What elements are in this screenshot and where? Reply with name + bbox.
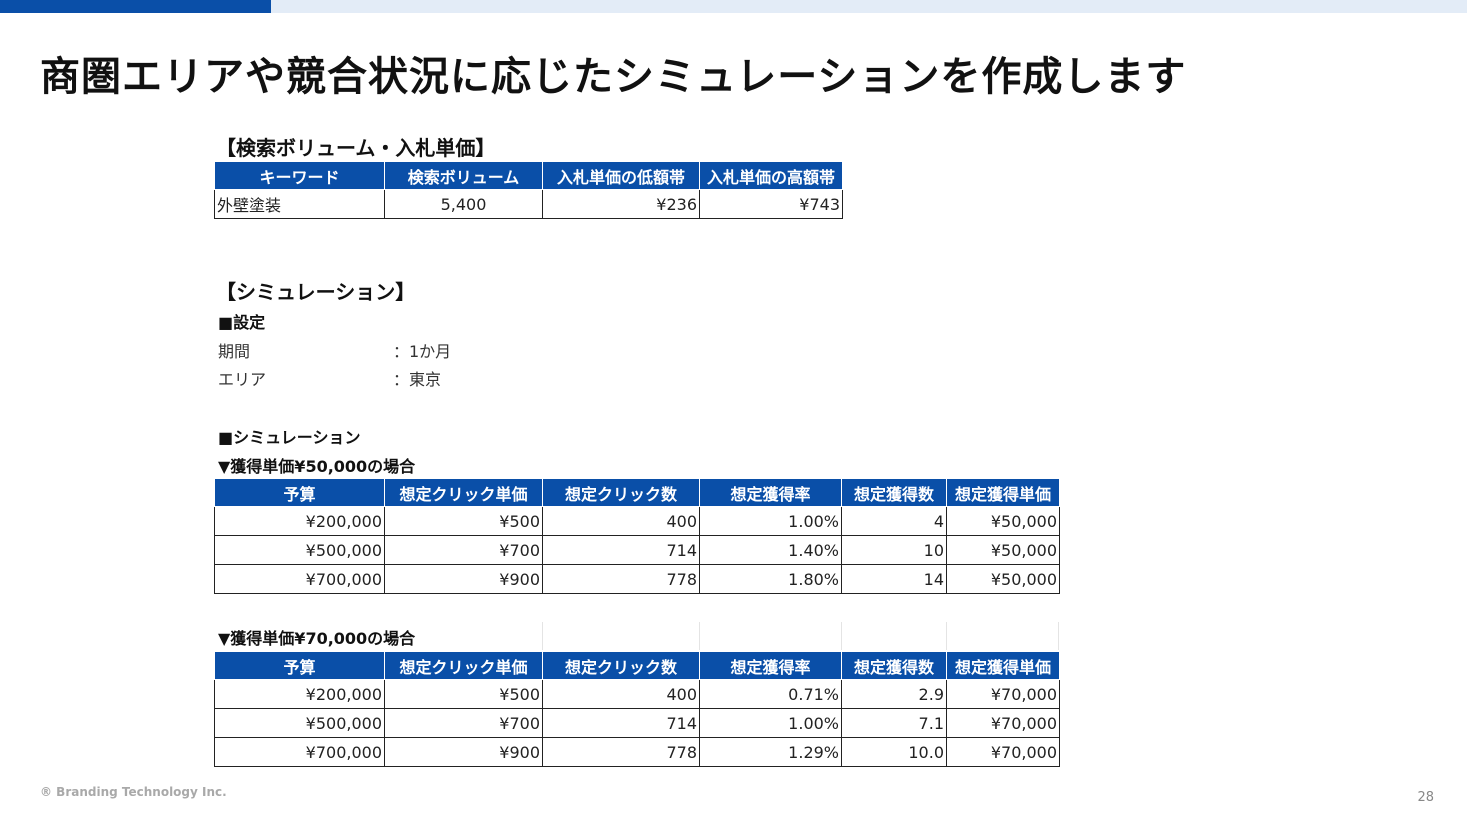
table-row: ¥200,000 ¥500 400 0.71% 2.9 ¥70,000 xyxy=(214,679,1060,709)
search-volume-heading: 【検索ボリューム・入札単価】 xyxy=(216,136,496,160)
table-row: ¥500,000 ¥700 714 1.00% 7.1 ¥70,000 xyxy=(214,708,1060,738)
table-cell: ¥50,000 xyxy=(946,535,1060,565)
keyword-cell: 外壁塗装 xyxy=(214,189,385,219)
table-cell: 1.40% xyxy=(699,535,842,565)
table-cell: ¥70,000 xyxy=(946,679,1060,709)
table-cell: ¥700,000 xyxy=(214,737,385,767)
column-header: 想定獲得単価 xyxy=(946,478,1060,507)
table-cell: 10.0 xyxy=(841,737,947,767)
table-cell: 10 xyxy=(841,535,947,565)
table-header-row: 予算 想定クリック単価 想定クリック数 想定獲得率 想定獲得数 想定獲得単価 xyxy=(214,651,1060,680)
table-cell: ¥200,000 xyxy=(214,506,385,536)
table-header-row: キーワード 検索ボリューム 入札単価の低額帯 入札単価の高額帯 xyxy=(214,161,843,190)
table-cell: ¥200,000 xyxy=(214,679,385,709)
table-cell: ¥500 xyxy=(384,679,543,709)
column-header: 想定クリック数 xyxy=(542,478,700,507)
settings-heading: ■設定 xyxy=(218,313,266,332)
simulation-subheading: ■シミュレーション xyxy=(218,428,361,447)
table-cell: 1.80% xyxy=(699,564,842,594)
table-cell: ¥900 xyxy=(384,564,543,594)
table-cell: 1.00% xyxy=(699,506,842,536)
table-cell: ¥50,000 xyxy=(946,506,1060,536)
search-volume-cell: 5,400 xyxy=(384,189,543,219)
column-header: 入札単価の高額帯 xyxy=(699,161,843,190)
column-header: 想定獲得数 xyxy=(841,651,947,680)
setting-label-period: 期間 xyxy=(218,342,251,361)
setting-value-period: ：1か月 xyxy=(393,342,452,361)
table-header-row: 予算 想定クリック単価 想定クリック数 想定獲得率 想定獲得数 想定獲得単価 xyxy=(214,478,1060,507)
column-header: 想定獲得数 xyxy=(841,478,947,507)
table-cell: ¥500 xyxy=(384,506,543,536)
table-cell: 400 xyxy=(542,679,700,709)
page-number: 28 xyxy=(1417,790,1434,805)
column-header: 想定獲得単価 xyxy=(946,651,1060,680)
top-accent-bar xyxy=(0,0,271,13)
setting-value-area: ：東京 xyxy=(393,370,442,389)
column-header: 入札単価の低額帯 xyxy=(542,161,700,190)
table-cell: ¥500,000 xyxy=(214,535,385,565)
column-header: 想定クリック単価 xyxy=(384,651,543,680)
table-cell: ¥700 xyxy=(384,535,543,565)
simulation-table-case2: 予算 想定クリック単価 想定クリック数 想定獲得率 想定獲得数 想定獲得単価 ¥… xyxy=(214,651,1060,767)
table-cell: ¥70,000 xyxy=(946,708,1060,738)
table-row: ¥200,000 ¥500 400 1.00% 4 ¥50,000 xyxy=(214,506,1060,536)
simulation-table-case1: 予算 想定クリック単価 想定クリック数 想定獲得率 想定獲得数 想定獲得単価 ¥… xyxy=(214,478,1060,594)
table-cell: 14 xyxy=(841,564,947,594)
table-cell: ¥50,000 xyxy=(946,564,1060,594)
search-volume-table: キーワード 検索ボリューム 入札単価の低額帯 入札単価の高額帯 外壁塗装 5,4… xyxy=(214,161,843,219)
simulation-heading: 【シミュレーション】 xyxy=(216,280,416,304)
table-cell: 2.9 xyxy=(841,679,947,709)
column-header: 想定クリック単価 xyxy=(384,478,543,507)
table-cell: 0.71% xyxy=(699,679,842,709)
table-cell: ¥700 xyxy=(384,708,543,738)
table-cell: 714 xyxy=(542,535,700,565)
table-cell: 4 xyxy=(841,506,947,536)
table-cell: 778 xyxy=(542,737,700,767)
table-cell: 778 xyxy=(542,564,700,594)
gridline xyxy=(841,622,842,650)
table-cell: ¥900 xyxy=(384,737,543,767)
table-cell: 7.1 xyxy=(841,708,947,738)
top-light-bar xyxy=(271,0,1467,13)
case1-title: ▼獲得単価¥50,000の場合 xyxy=(218,457,416,476)
table-row: 外壁塗装 5,400 ¥236 ¥743 xyxy=(214,189,843,219)
column-header: 検索ボリューム xyxy=(384,161,543,190)
gridline xyxy=(699,622,700,650)
column-header: 想定獲得率 xyxy=(699,651,842,680)
table-row: ¥700,000 ¥900 778 1.80% 14 ¥50,000 xyxy=(214,564,1060,594)
table-cell: 1.00% xyxy=(699,708,842,738)
table-cell: 1.29% xyxy=(699,737,842,767)
setting-label-area: エリア xyxy=(218,370,267,389)
column-header: キーワード xyxy=(214,161,385,190)
table-cell: 714 xyxy=(542,708,700,738)
bid-high-cell: ¥743 xyxy=(699,189,843,219)
column-header: 想定クリック数 xyxy=(542,651,700,680)
bid-low-cell: ¥236 xyxy=(542,189,700,219)
table-cell: ¥700,000 xyxy=(214,564,385,594)
column-header: 予算 xyxy=(214,651,385,680)
copyright-text: ® Branding Technology Inc. xyxy=(40,785,227,799)
page-title: 商圏エリアや競合状況に応じたシミュレーションを作成します xyxy=(40,54,1187,100)
gridline xyxy=(946,622,947,650)
table-row: ¥500,000 ¥700 714 1.40% 10 ¥50,000 xyxy=(214,535,1060,565)
case2-title: ▼獲得単価¥70,000の場合 xyxy=(218,629,416,648)
table-cell: ¥500,000 xyxy=(214,708,385,738)
table-row: ¥700,000 ¥900 778 1.29% 10.0 ¥70,000 xyxy=(214,737,1060,767)
gridline xyxy=(542,622,543,650)
column-header: 想定獲得率 xyxy=(699,478,842,507)
table-cell: 400 xyxy=(542,506,700,536)
column-header: 予算 xyxy=(214,478,385,507)
table-cell: ¥70,000 xyxy=(946,737,1060,767)
gridline xyxy=(1058,622,1059,650)
